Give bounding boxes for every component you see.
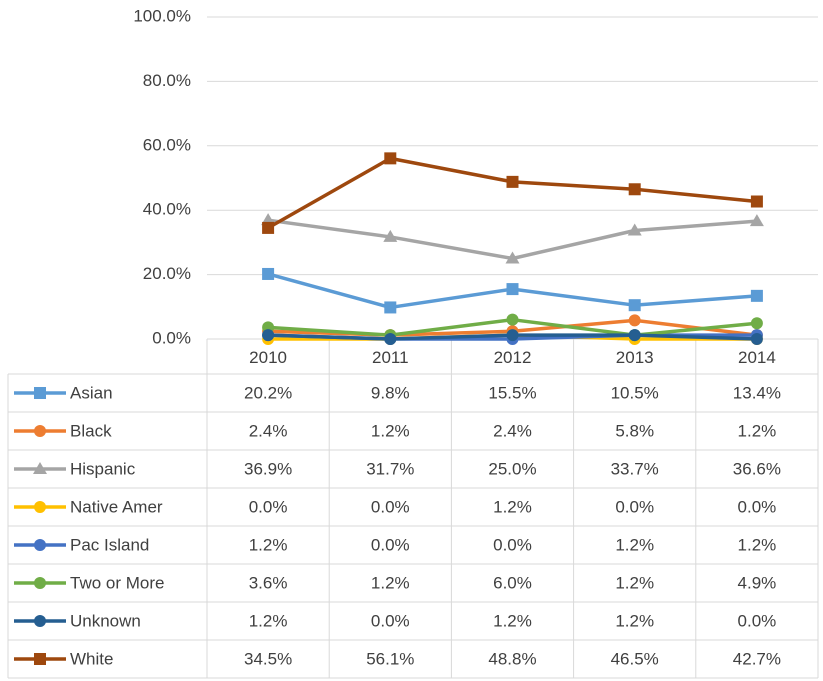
table-cell: 0.0% [615, 497, 654, 516]
table-cell: 1.2% [615, 611, 654, 630]
table-cell: 1.2% [371, 421, 410, 440]
data-point [506, 283, 519, 296]
data-point [628, 329, 641, 342]
legend-marker [33, 462, 47, 474]
data-point [262, 267, 275, 280]
data-point [506, 175, 519, 188]
x-tick-label: 2013 [616, 348, 654, 367]
data-point [628, 183, 641, 196]
data-point [384, 152, 397, 165]
data-point [628, 299, 641, 312]
y-tick-label: 80.0% [143, 71, 191, 90]
legend-label: Black [70, 421, 112, 440]
legend-marker [34, 425, 46, 437]
y-tick-label: 20.0% [143, 264, 191, 283]
table-cell: 0.0% [249, 497, 288, 516]
data-point [506, 329, 519, 342]
table-cell: 48.8% [488, 649, 536, 668]
table-cell: 2.4% [249, 421, 288, 440]
data-point [750, 289, 763, 302]
legend-marker [34, 615, 46, 627]
table-cell: 0.0% [371, 497, 410, 516]
legend-marker [34, 653, 46, 665]
data-point [750, 317, 763, 330]
table-cell: 15.5% [488, 383, 536, 402]
data-point [750, 195, 763, 208]
table-cell: 36.6% [733, 459, 781, 478]
y-tick-label: 60.0% [143, 135, 191, 154]
legend-label: White [70, 649, 113, 668]
x-tick-label: 2011 [372, 348, 409, 367]
x-tick-label: 2012 [494, 348, 532, 367]
data-point [749, 214, 764, 227]
table-cell: 20.2% [244, 383, 292, 402]
table-cell: 1.2% [249, 535, 288, 554]
table-cell: 1.2% [738, 535, 777, 554]
table-cell: 0.0% [738, 611, 777, 630]
table-cell: 4.9% [738, 573, 777, 592]
data-point [628, 314, 641, 327]
table-cell: 25.0% [488, 459, 536, 478]
table-cell: 10.5% [611, 383, 659, 402]
table-cell: 31.7% [366, 459, 414, 478]
legend-label: Hispanic [70, 459, 136, 478]
table-cell: 33.7% [611, 459, 659, 478]
legend-marker [34, 501, 46, 513]
table-cell: 1.2% [493, 611, 532, 630]
x-tick-label: 2014 [738, 348, 776, 367]
table-cell: 1.2% [738, 421, 777, 440]
data-point [383, 229, 398, 242]
data-point [627, 223, 642, 236]
table-cell: 3.6% [249, 573, 288, 592]
table-cell: 2.4% [493, 421, 532, 440]
data-point [262, 221, 275, 234]
table-cell: 6.0% [493, 573, 532, 592]
legend-marker [34, 577, 46, 589]
legend-marker [34, 387, 46, 399]
legend-marker [34, 539, 46, 551]
table-cell: 46.5% [611, 649, 659, 668]
table-cell: 1.2% [371, 573, 410, 592]
legend-label: Asian [70, 383, 113, 402]
table-cell: 1.2% [249, 611, 288, 630]
table-cell: 13.4% [733, 383, 781, 402]
legend-label: Two or More [70, 573, 164, 592]
y-tick-label: 100.0% [133, 6, 191, 25]
y-tick-label: 40.0% [143, 200, 191, 219]
data-point [506, 313, 519, 326]
series-line [267, 156, 758, 230]
x-tick-label: 2010 [249, 348, 287, 367]
table-cell: 42.7% [733, 649, 781, 668]
data-point [750, 333, 763, 345]
table-cell: 0.0% [371, 535, 410, 554]
table-cell: 9.8% [371, 383, 410, 402]
table-cell: 5.8% [615, 421, 654, 440]
legend-label: Unknown [70, 611, 141, 630]
legend-label: Native Amer [70, 497, 163, 516]
legend-label: Pac Island [70, 535, 149, 554]
data-point [384, 301, 397, 314]
table-cell: 1.2% [615, 535, 654, 554]
table-cell: 36.9% [244, 459, 292, 478]
data-point [505, 251, 520, 264]
table-cell: 56.1% [366, 649, 414, 668]
table-cell: 0.0% [738, 497, 777, 516]
table-cell: 0.0% [493, 535, 532, 554]
table-cell: 0.0% [371, 611, 410, 630]
data-point [384, 333, 397, 345]
table-cell: 34.5% [244, 649, 292, 668]
table-cell: 1.2% [493, 497, 532, 516]
data-point [262, 329, 275, 342]
table-cell: 1.2% [615, 573, 654, 592]
y-tick-label: 0.0% [152, 328, 191, 347]
